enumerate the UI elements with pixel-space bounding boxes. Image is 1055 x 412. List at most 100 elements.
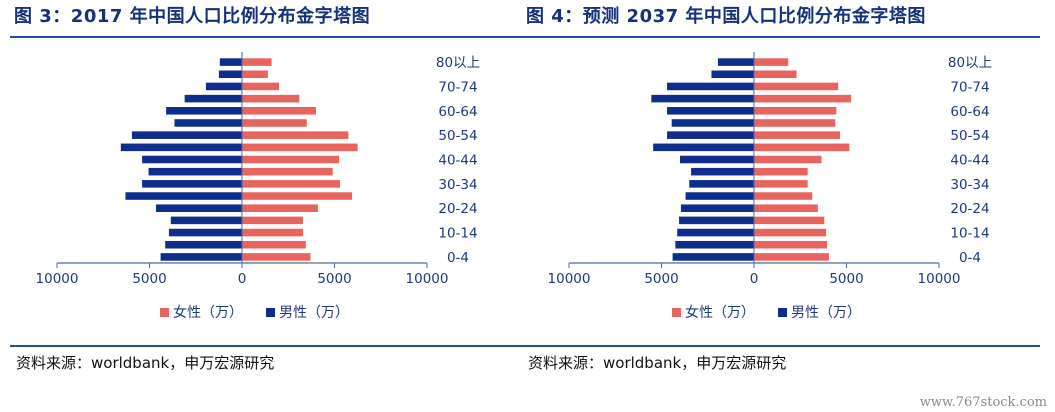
- chart-panel-left: 图 3：2017 年中国人口比例分布金字塔图 0-4 10-14 20-24 30-3…: [10, 0, 528, 390]
- bar-female-0-4: [754, 253, 829, 261]
- bar-male-45-49: [653, 143, 754, 152]
- bar-female-25-29: [754, 192, 813, 200]
- x-tick-label: 5000: [317, 271, 351, 287]
- bar-female-0-4: [242, 253, 311, 261]
- bar-male-70-74: [205, 82, 242, 91]
- bar-male-65-69: [184, 94, 242, 103]
- age-label: 60-64: [438, 104, 477, 120]
- age-label: 10-14: [438, 226, 477, 242]
- bar-female-10-14: [754, 228, 827, 237]
- source-note: 资料来源：worldbank，申万宏源研究: [16, 354, 275, 372]
- age-label: 70-74: [950, 79, 989, 95]
- bar-male-5-9: [675, 240, 754, 249]
- bar-male-50-54: [667, 131, 754, 139]
- age-label: 70-74: [438, 79, 477, 95]
- legend-female-swatch: [672, 308, 681, 317]
- age-label: 0-4: [959, 250, 981, 266]
- bar-female-60-64: [242, 107, 316, 115]
- legend-female-label: 女性（万）: [173, 304, 243, 321]
- bar-female-20-24: [754, 204, 818, 212]
- age-label: 50-54: [438, 128, 477, 144]
- bar-male-80以上: [219, 58, 242, 66]
- x-tick-label: 0: [238, 271, 247, 287]
- bar-male-30-34: [689, 180, 754, 188]
- source-rule: [522, 345, 1040, 347]
- legend-female-label: 女性（万）: [685, 304, 755, 321]
- bar-female-50-54: [242, 131, 349, 139]
- legend-male-swatch: [778, 308, 787, 317]
- bar-male-0-4: [672, 253, 754, 261]
- x-tick-label: 5000: [132, 271, 166, 287]
- bar-female-70-74: [242, 82, 279, 91]
- bar-female-30-34: [754, 180, 808, 188]
- age-label: 80以上: [948, 55, 992, 71]
- bar-female-75-79: [754, 70, 797, 79]
- bar-male-75-79: [218, 70, 242, 79]
- age-label: 20-24: [950, 201, 989, 217]
- bar-male-10-14: [168, 228, 242, 237]
- x-tick-label: 10000: [406, 271, 449, 287]
- bar-male-15-19: [679, 216, 754, 225]
- x-tick-label: 10000: [918, 271, 961, 287]
- bar-female-40-44: [754, 155, 822, 164]
- title-rule: [522, 36, 1040, 38]
- bar-female-80以上: [242, 58, 272, 66]
- age-label: 10-14: [950, 226, 989, 242]
- bar-male-25-29: [685, 192, 754, 200]
- x-tick-label: 5000: [644, 271, 678, 287]
- title-rule: [10, 36, 528, 38]
- bar-female-20-24: [242, 204, 318, 212]
- bar-male-75-79: [711, 70, 754, 79]
- bar-male-35-39: [691, 167, 754, 176]
- bar-female-45-49: [754, 143, 850, 152]
- age-label: 40-44: [950, 153, 989, 169]
- bar-male-45-49: [120, 143, 242, 152]
- bar-male-35-39: [148, 167, 242, 176]
- bar-female-35-39: [754, 167, 808, 176]
- bar-female-60-64: [754, 107, 837, 115]
- bar-female-35-39: [242, 167, 333, 176]
- bar-female-55-59: [242, 119, 307, 127]
- bar-male-65-69: [651, 94, 754, 103]
- x-tick-label: 10000: [36, 271, 79, 287]
- bar-male-20-24: [680, 204, 754, 212]
- bar-male-20-24: [155, 204, 242, 212]
- bar-male-5-9: [165, 240, 242, 249]
- bar-female-70-74: [754, 82, 839, 91]
- legend-male-swatch: [266, 308, 275, 317]
- bar-male-60-64: [166, 107, 242, 115]
- bar-female-15-19: [242, 216, 304, 225]
- x-tick-label: 5000: [829, 271, 863, 287]
- bar-female-25-29: [242, 192, 353, 200]
- age-label: 80以上: [436, 55, 480, 71]
- bar-female-50-54: [754, 131, 841, 139]
- bar-male-10-14: [677, 228, 754, 237]
- bar-female-45-49: [242, 143, 358, 152]
- chart-title: 图 4：预测 2037 年中国人口比例分布金字塔图: [526, 6, 926, 27]
- chart-title: 图 3：2017 年中国人口比例分布金字塔图: [14, 6, 371, 27]
- bar-female-40-44: [242, 155, 340, 164]
- bar-male-70-74: [667, 82, 754, 91]
- bar-female-75-79: [242, 70, 268, 79]
- age-label: 30-34: [438, 177, 477, 193]
- age-label: 60-64: [950, 104, 989, 120]
- bar-male-15-19: [170, 216, 242, 225]
- bar-female-55-59: [754, 119, 836, 127]
- legend-male-label: 男性（万）: [279, 305, 349, 321]
- bar-female-80以上: [754, 58, 789, 66]
- watermark: www.767stock.com: [919, 395, 1047, 410]
- bar-male-30-34: [142, 180, 242, 188]
- bar-male-80以上: [717, 58, 754, 66]
- bar-female-5-9: [754, 240, 828, 249]
- bar-male-55-59: [174, 119, 242, 127]
- chart-panel-right: 图 4：预测 2037 年中国人口比例分布金字塔图 0-4 10-14 20-24 3…: [522, 0, 1040, 390]
- bar-female-30-34: [242, 180, 341, 188]
- bar-male-55-59: [671, 119, 754, 127]
- bar-male-40-44: [142, 155, 242, 164]
- legend-male-label: 男性（万）: [791, 305, 861, 321]
- bar-female-65-69: [242, 94, 300, 103]
- bar-female-65-69: [754, 94, 852, 103]
- bar-male-0-4: [160, 253, 242, 261]
- age-label: 40-44: [438, 153, 477, 169]
- bar-male-60-64: [667, 107, 754, 115]
